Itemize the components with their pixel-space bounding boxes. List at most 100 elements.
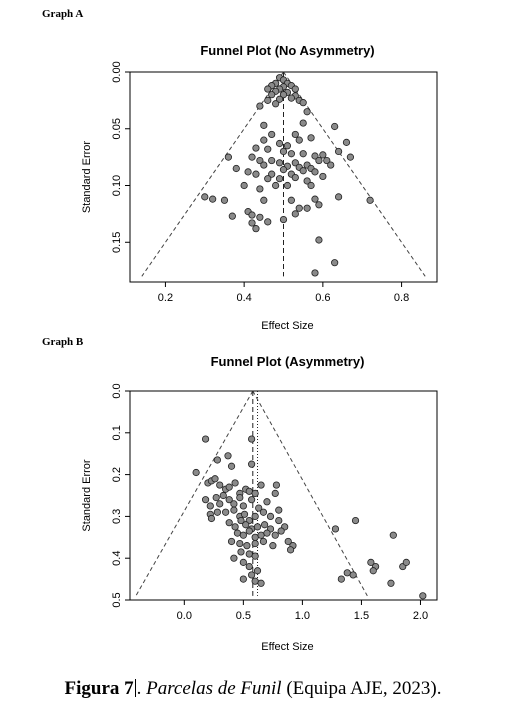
graph-a-data-point [295,136,303,144]
graph-b-data-point [239,531,247,539]
graph-b-data-point [272,481,281,489]
graph-a-data-point [240,181,248,190]
graph-b-funnel-right-line [252,390,368,597]
graph-a-y-tick-label: 0.00 [111,61,123,82]
graph-a-data-point [260,136,268,144]
graph-b-y-tick-label: 0.5 [111,592,123,607]
graph-b-data-point [271,531,279,539]
graph-b-data-point [251,577,259,585]
graph-a-data-point [331,122,339,131]
graph-b-plot-frame [129,390,438,601]
graph-b-data-point [225,483,233,491]
graph-a-data-point [256,185,264,193]
graph-a-data-point [248,219,256,227]
graph-b-data-point [230,506,238,514]
graph-b-data-point [207,514,216,523]
graph-a-data-point [268,170,276,178]
graph-b-data-point [257,531,265,539]
graph-b-data-point [251,512,259,521]
graph-b-data-point [402,558,410,566]
graph-b-data-point [239,575,247,583]
graph-b-data-point [248,496,256,504]
graph-a-data-point [315,156,323,165]
graph-a-data-point [264,218,272,226]
graph-a-data-point [228,212,236,220]
caption-title: Parcelas de Funil [146,678,282,699]
graph-a-data-point [303,177,311,185]
graph-a-data-point [319,172,327,181]
graph-a-x-axis-label: Effect Size [261,320,313,332]
graph-b-data-point [227,537,236,546]
graph-b-data-point [245,550,253,558]
graph-a-data-point [264,96,272,104]
graph-b-data-point [251,533,259,541]
graph-b-data-point [243,542,251,550]
graph-a-data-point [201,193,209,201]
graph-a-data-point [346,153,355,161]
graph-a-data-point [275,139,284,148]
graph-a-data-point [291,130,299,139]
graph-a-x-tick-label: 0.8 [394,292,409,304]
graph-a-data-point [335,147,343,156]
graph-a-data-point [252,225,260,233]
graph-b-data-point [369,567,377,575]
graph-b-data-point [192,468,200,477]
graph-a-data-point [342,138,351,146]
graph-b-data-point [248,460,256,468]
graph-b-data-point [277,527,285,535]
graph-a-data-point [331,259,339,267]
graph-b-data-point [251,552,259,560]
graph-a-data-point [268,91,276,99]
graph-b-data-point [230,554,238,562]
graph-b-data-point [233,529,242,537]
graph-a-data-point [311,269,319,277]
graph-b-data-point [236,539,244,548]
graph-b-x-tick-label: 1.5 [354,610,369,622]
graph-b-label: Graph B [42,336,84,348]
graph-a-data-point [248,153,256,161]
graph-a-data-point [366,196,374,204]
graph-a-data-point [335,193,343,201]
graph-a-data-point [307,181,315,190]
caption-figure-number: Figura 7 [64,678,134,699]
graph-a-data-point [279,147,288,156]
graph-a-data-point [275,95,284,103]
graph-a-data-point [248,211,256,219]
graph-b-data-point [237,548,245,556]
graph-a-x-tick-label: 0.4 [236,292,251,304]
graph-a-data-point [275,159,284,167]
graph-b-data-point [271,489,279,498]
graph-a-data-point [319,151,327,159]
graph-b-data-point [245,562,253,571]
graph-b-data-point [286,546,295,554]
graph-b-data-point [245,527,253,535]
graph-a-data-point [275,175,284,183]
graph-b-data-point [389,531,397,539]
figure-caption: Figura 7. Parcelas de Funil (Equipa AJE,… [64,678,442,699]
text-cursor [134,679,136,697]
graph-b-y-tick-label: 0.0 [111,383,123,398]
graph-a-data-point [311,152,319,160]
graph-a-data-point [224,153,232,161]
graph-b-data-point [349,571,357,579]
graph-b-data-point [253,567,262,575]
graph-b-data-point [225,519,233,527]
graph-b-data-point [222,508,230,516]
graph-b-data-point [219,491,227,500]
graph-a-data-point [279,215,288,224]
graph-a-data-point [272,181,280,190]
graph-a-data-point [252,170,260,178]
graph-a-x-tick-label: 0.2 [158,292,173,304]
graph-b-data-point [263,529,271,537]
graph-b-data-point [236,493,244,502]
graph-a-data-point [252,144,260,152]
graph-b-y-tick-label: 0.3 [111,509,123,524]
graph-b-data-point [419,592,427,600]
graph-a-data-point [283,181,292,190]
graph-b-data-point [331,525,340,533]
graph-b-data-point [231,523,239,531]
graph-a-data-point [256,102,264,110]
graph-a-data-point [244,168,252,176]
graph-a-data-point [315,201,323,209]
graph-a-data-point [287,196,295,204]
